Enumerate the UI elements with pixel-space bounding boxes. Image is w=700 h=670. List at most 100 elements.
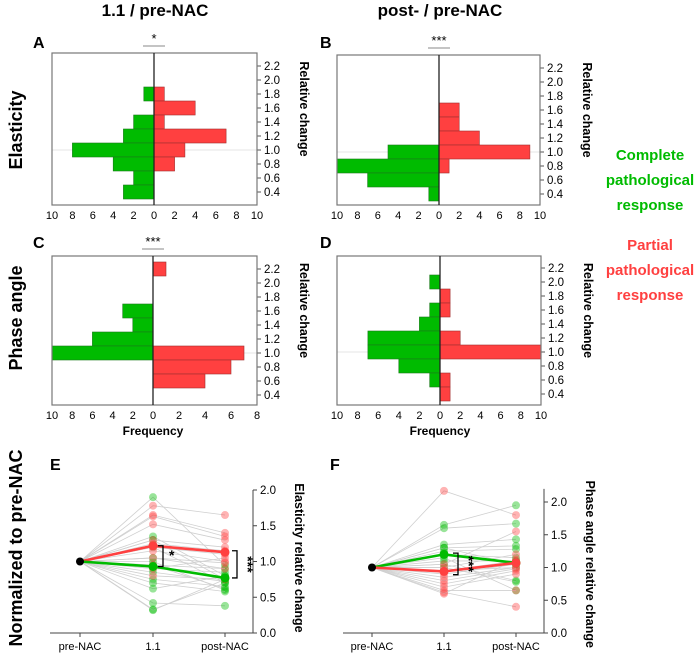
y-tick-label: 2.0	[260, 485, 276, 497]
x-tick-label: 6	[228, 410, 234, 422]
complete-point	[512, 545, 520, 554]
individual-line	[371, 567, 517, 608]
individual-line	[79, 539, 226, 562]
x-tick-label: 6	[497, 210, 503, 222]
y-tick-label: 1.2	[264, 131, 280, 143]
panel-letter: A	[33, 35, 45, 52]
mean-point	[148, 541, 158, 551]
x-tick-label: 6	[213, 210, 219, 222]
mean-point	[220, 573, 230, 583]
y-tick-label: 2.0	[264, 278, 280, 290]
complete-point	[221, 582, 229, 591]
partial-point	[221, 511, 229, 520]
x-tick-label: post-NAC	[201, 641, 249, 653]
y-tick-label: 0.6	[264, 376, 280, 388]
y-axis-label: Relative change	[297, 263, 311, 358]
individual-line	[79, 514, 226, 562]
bar-complete	[398, 358, 441, 374]
complete-point	[149, 575, 157, 584]
mean-point	[220, 547, 230, 557]
bar-partial	[438, 158, 450, 174]
partial-point	[440, 560, 448, 569]
plot-frame	[51, 255, 258, 406]
legend-complete-2: pathological	[606, 172, 694, 189]
y-axis-label: Relative change	[297, 61, 311, 156]
x-tick-label: 10	[535, 410, 547, 422]
x-tick-label: 8	[355, 410, 361, 422]
y-tick-label: 1.0	[551, 563, 567, 575]
y-tick-label: 0.5	[260, 592, 276, 604]
bar-partial	[439, 330, 461, 346]
bar-partial	[153, 100, 196, 116]
y-tick-label: 2.2	[547, 63, 563, 75]
bar-partial	[438, 144, 531, 160]
y-tick-label: 1.6	[264, 306, 280, 318]
x-tick-label: 2	[416, 210, 422, 222]
x-tick-label: 10	[46, 210, 58, 222]
partial-point	[440, 589, 448, 598]
bar-complete	[367, 172, 440, 188]
panel-letter: C	[33, 235, 45, 252]
partial-point	[512, 550, 520, 559]
y-tick-label: 0.4	[264, 390, 281, 402]
y-tick-label: 2.0	[551, 497, 567, 509]
significance-marker: ***	[240, 556, 256, 573]
complete-point	[149, 532, 157, 541]
partial-point	[149, 553, 157, 562]
x-tick-label: 10	[46, 410, 58, 422]
complete-point	[149, 605, 157, 614]
histogram-panel-c: C 2.2 2.0 1.8 1.6 1.4 1.2 1.0 0.8 0.6 0.4 Relative …	[33, 234, 311, 438]
y-tick-label: 1.0	[264, 348, 280, 360]
complete-point	[440, 520, 448, 529]
bar-complete	[123, 184, 155, 200]
significance-bracket	[453, 552, 459, 576]
y-tick-label: 1.5	[551, 530, 567, 542]
individual-line	[371, 567, 517, 588]
x-tick-label: 2	[131, 210, 137, 222]
x-tick-label: 8	[233, 210, 239, 222]
x-tick-label: 1.1	[145, 641, 160, 653]
y-tick-label: 0.8	[548, 361, 564, 373]
bar-partial	[438, 130, 480, 146]
y-axis-label: Phase angle relative change	[583, 480, 597, 647]
legend-partial-2: pathological	[606, 262, 694, 279]
panel-letter: E	[50, 457, 61, 474]
bar-complete	[123, 128, 155, 144]
complete-point	[440, 540, 448, 549]
x-tick-label: 2	[416, 410, 422, 422]
x-tick-label: 8	[254, 410, 260, 422]
x-tick-label: 8	[517, 210, 523, 222]
bar-complete	[133, 170, 155, 186]
partial-point	[440, 579, 448, 588]
individual-line	[79, 561, 226, 592]
complete-point	[149, 606, 157, 615]
column-title-right: post- / pre-NAC	[378, 1, 503, 20]
y-tick-label: 1.4	[547, 119, 564, 131]
y-axis-label: Elasticity relative change	[292, 483, 306, 632]
y-tick-label: 1.6	[547, 105, 563, 117]
x-tick-label: 4	[110, 210, 116, 222]
panel-letter: D	[320, 235, 332, 252]
bar-complete	[72, 142, 155, 158]
bar-complete	[112, 156, 155, 172]
partial-point	[221, 528, 229, 537]
y-tick-label: 1.8	[264, 89, 280, 101]
row-label-phase-angle: Phase angle	[6, 265, 26, 370]
individual-line	[79, 561, 226, 590]
mean-point	[148, 562, 158, 572]
x-tick-label: pre-NAC	[351, 641, 394, 653]
x-tick-label: 2	[176, 410, 182, 422]
y-tick-label: 0.6	[264, 173, 280, 185]
bar-complete	[133, 114, 155, 130]
row-label-elasticity: Elasticity	[6, 90, 26, 169]
individual-line	[79, 523, 226, 562]
x-tick-label: 6	[375, 210, 381, 222]
panel-letter: F	[330, 457, 340, 474]
legend-complete-1: Complete	[616, 147, 684, 164]
bar-partial	[153, 86, 165, 102]
y-tick-label: 1.4	[548, 319, 565, 331]
individual-line	[371, 504, 517, 568]
y-tick-label: 1.2	[264, 334, 280, 346]
x-tick-label: pre-NAC	[59, 641, 102, 653]
